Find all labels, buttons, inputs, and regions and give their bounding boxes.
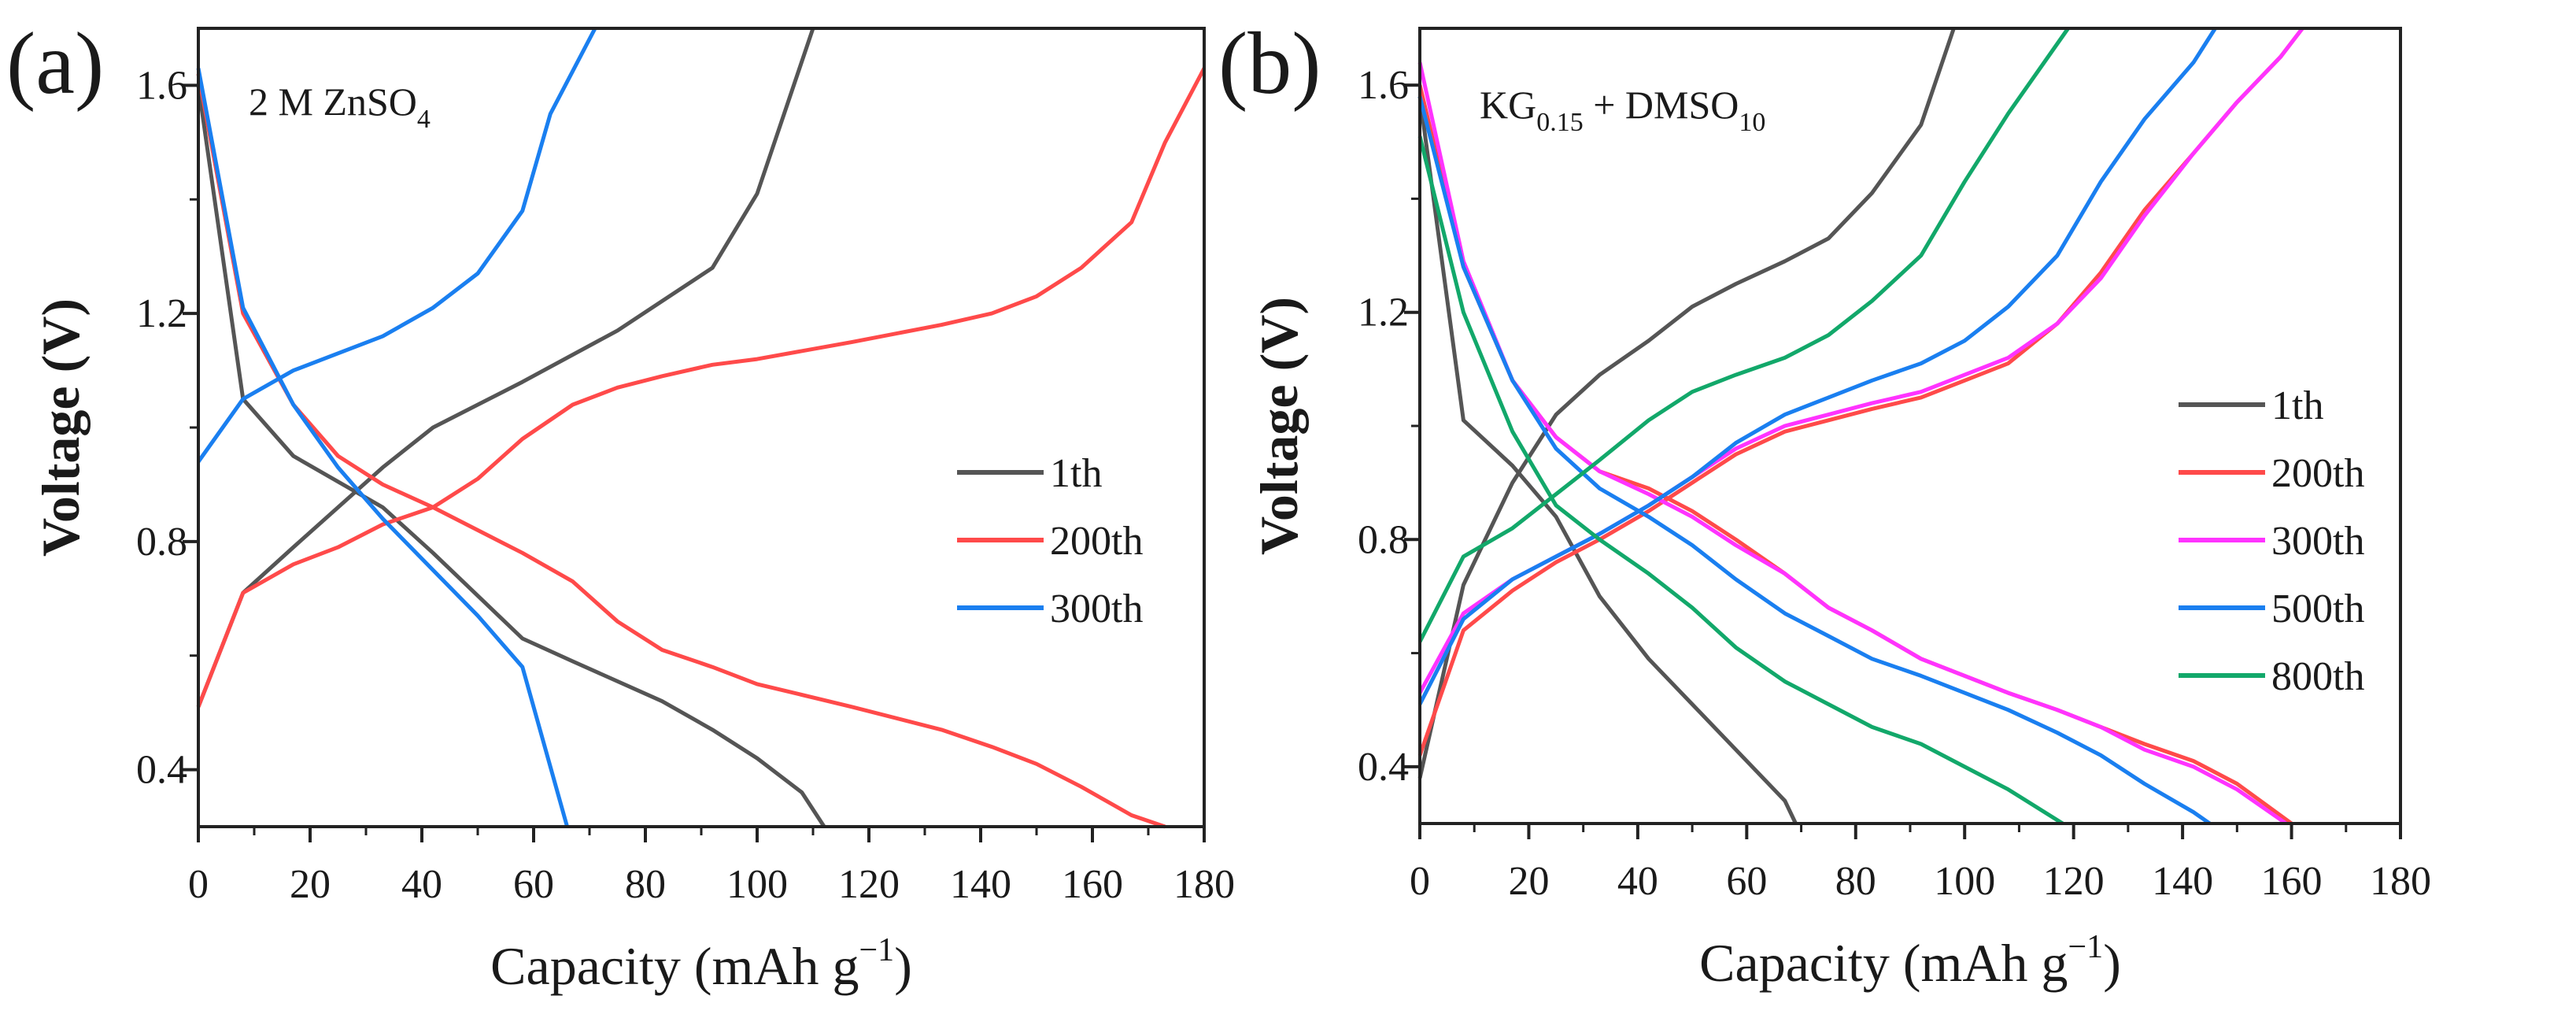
electrolyte-annotation: 2 M ZnSO4 [249,80,431,134]
y-tick-label: 1.2 [1358,291,1409,335]
series-1th-discharge-line [196,85,826,828]
series-200th-charge-line [196,67,1207,708]
y-tick-label: 1.6 [1358,63,1409,108]
x-axis-title-main: Capacity (mAh g [490,936,859,996]
series-1th-charge-line [196,28,815,708]
series-300th-charge-line [196,27,597,463]
annotation-tail: + DMSO [1584,83,1739,127]
x-axis-title-end: ) [894,936,912,996]
x-tick-label: 60 [1726,859,1767,904]
y-tick-label: 1.2 [136,291,187,336]
panel-label: (b) [1218,15,1321,113]
series-300th-discharge-line [196,68,570,827]
x-tick-label: 40 [401,862,442,907]
y-tick-label: 0.8 [136,520,187,564]
panel-b: 0 20 40 60 80 100 120 140 160 180 0.4 0.8 1.2 1.6 Capa… [1218,15,2431,993]
legend-label-200th: 200th [2271,451,2364,496]
x-tick-label: 160 [1062,862,1123,907]
x-tick-label: 140 [950,862,1011,907]
x-axis-title: Capacity (mAh g−1) [1699,929,2121,993]
legend-label-500th: 500th [2271,587,2364,631]
x-tick-label: 120 [2043,859,2105,904]
series-500th-discharge-line [1417,95,2212,826]
x-axis-title-superscript: −1 [2068,929,2104,965]
y-tick-label: 0.4 [136,748,187,793]
x-axis-title-superscript: −1 [859,932,895,968]
x-tick-label: 180 [2370,859,2431,904]
series-800th-discharge-line [1417,135,2064,826]
series-300th-discharge-line [1417,61,2288,826]
panel-label: (a) [6,15,104,113]
y-axis-title: Voltage (V) [31,298,91,557]
legend-label-300th: 300th [1050,587,1143,631]
legend-label-1th: 1th [2271,383,2323,428]
legend-label-1th: 1th [1050,451,1102,496]
legend-label-200th: 200th [1050,519,1143,564]
series-200th-charge-line [1417,27,2304,757]
x-tick-label: 140 [2152,859,2213,904]
series-500th-charge-line [1417,27,2217,705]
legend-label-300th: 300th [2271,519,2364,564]
y-tick-label: 0.8 [1358,517,1409,562]
x-tick-label: 40 [1617,859,1658,904]
y-tick-label: 0.4 [1358,745,1409,790]
x-tick-label: 80 [1835,859,1876,904]
legend-label-800th: 800th [2271,654,2364,699]
x-tick-label: 0 [188,862,209,907]
x-tick-label: 60 [513,862,554,907]
plot-frame [197,27,1206,828]
annotation-subscript: 0.15 [1536,108,1584,137]
electrolyte-annotation: KG0.15 + DMSO10 [1480,83,1765,137]
annotation-main: 2 M ZnSO [249,80,417,124]
x-tick-label: 180 [1173,862,1235,907]
y-tick-label: 1.6 [136,63,187,108]
panel-a: 0 20 40 60 80 100 120 140 160 180 0.4 0.8 1.2 1.6 Capa… [6,15,1235,996]
x-tick-label: 20 [1508,859,1549,904]
annotation-subscript: 4 [417,105,431,134]
x-tick-label: 100 [1934,859,1995,904]
series-800th-charge-line [1417,27,2070,643]
annotation-subscript-2: 10 [1739,108,1765,137]
x-axis-title-main: Capacity (mAh g [1699,933,2068,993]
x-tick-label: 160 [2261,859,2323,904]
series-1th-discharge-line [1417,96,1798,825]
plot-frame [1418,27,2402,825]
x-tick-label: 20 [290,862,331,907]
x-tick-label: 80 [625,862,666,907]
series-1th-charge-line [1417,28,1956,779]
x-axis-title-end: ) [2103,933,2121,993]
annotation-main: KG [1480,83,1536,127]
series-200th-discharge-line [196,73,1166,829]
x-tick-label: 100 [726,862,788,907]
x-tick-label: 120 [838,862,900,907]
x-axis-title: Capacity (mAh g−1) [490,932,912,996]
x-tick-label: 0 [1410,859,1430,904]
y-axis-title: Voltage (V) [1249,297,1309,555]
